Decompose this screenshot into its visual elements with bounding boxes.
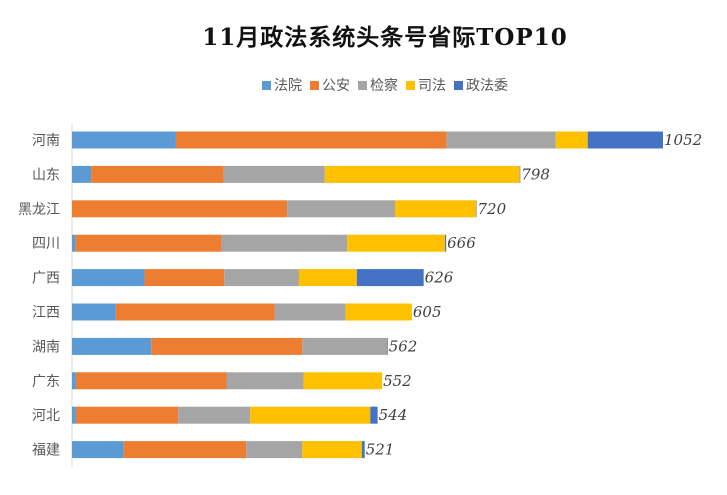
legend-item: 检察 (358, 75, 398, 95)
bar-segment (287, 200, 396, 218)
legend-label: 法院 (274, 78, 302, 94)
bar-segment (72, 131, 176, 149)
category-label: 黑龙江 (18, 202, 60, 218)
total-label: 605 (413, 303, 442, 321)
bar-segment (224, 269, 299, 287)
bar-segment (250, 406, 371, 424)
bar-segment (361, 441, 365, 459)
bar-segment (519, 165, 521, 183)
bar-segment (386, 337, 387, 355)
bar-segment (395, 200, 476, 218)
category-label: 河北 (32, 408, 60, 424)
category-label: 福建 (32, 443, 60, 459)
bar-segment (555, 131, 588, 149)
legend-label: 检察 (370, 78, 398, 94)
chart-title: 11月政法系统头条号省际TOP10 (202, 24, 568, 51)
bar-segment (246, 441, 303, 459)
total-label: 562 (389, 337, 418, 355)
bar-segment (72, 337, 152, 355)
bar-segment (221, 234, 348, 252)
total-label: 1052 (664, 131, 702, 149)
legend-label: 司法 (418, 78, 446, 94)
bar-segment (72, 303, 116, 321)
total-label: 544 (379, 406, 408, 424)
bar-segment (72, 441, 124, 459)
bar-segment (370, 406, 378, 424)
legend-item: 司法 (406, 75, 446, 95)
bar-segment (345, 303, 412, 321)
legend-item: 政法委 (454, 75, 508, 95)
bar-segment (75, 234, 222, 252)
bar-segment (72, 234, 76, 252)
bar-segment (91, 165, 224, 183)
legend-item: 法院 (262, 75, 302, 95)
bar-segment (144, 269, 225, 287)
bar-segment (587, 131, 663, 149)
bar-segment (75, 372, 227, 390)
bar-segment (178, 406, 251, 424)
bar-segment (72, 165, 92, 183)
total-label: 666 (447, 234, 476, 252)
legend-swatch (358, 80, 367, 90)
bar-segment (223, 165, 325, 183)
legend-label: 公安 (322, 78, 350, 94)
bar-segment (72, 269, 145, 287)
bar-segment (356, 269, 424, 287)
bar-segment (274, 303, 346, 321)
bar-segment (175, 131, 447, 149)
category-label: 河南 (32, 133, 60, 149)
bar-segment (347, 234, 446, 252)
category-label: 广东 (32, 374, 60, 390)
legend-swatch (454, 80, 463, 90)
bar-segment (72, 406, 76, 424)
bar-segment (303, 372, 383, 390)
bar-segment (475, 200, 477, 218)
total-label: 798 (521, 165, 550, 183)
category-label: 四川 (32, 236, 60, 252)
category-label: 江西 (32, 305, 60, 321)
legend-label: 政法委 (466, 78, 508, 94)
legend-swatch (310, 80, 319, 90)
bar-segment (75, 406, 179, 424)
total-label: 720 (477, 200, 506, 218)
bar-segment (302, 441, 362, 459)
legend-swatch (262, 80, 271, 90)
category-label: 广西 (32, 271, 60, 287)
bar-segment (446, 131, 556, 149)
bar-segment (123, 441, 247, 459)
bar-segment (445, 234, 447, 252)
bar-segment (386, 337, 388, 355)
legend-item: 公安 (310, 75, 350, 95)
bar-segment (115, 303, 275, 321)
bar-segment (72, 372, 76, 390)
legend: 法院 公安 检察 司法 政法委 (0, 75, 727, 95)
legend-swatch (406, 80, 415, 90)
total-label: 521 (366, 441, 395, 459)
total-label: 626 (425, 269, 454, 287)
bar-segment (302, 337, 387, 355)
category-label: 湖南 (32, 339, 60, 355)
bar-segment (298, 269, 357, 287)
bar-segment (226, 372, 304, 390)
bar-segment (324, 165, 520, 183)
bar-segment (151, 337, 303, 355)
bar-segment (72, 200, 288, 218)
total-label: 552 (383, 372, 412, 390)
category-label: 山东 (32, 167, 60, 183)
